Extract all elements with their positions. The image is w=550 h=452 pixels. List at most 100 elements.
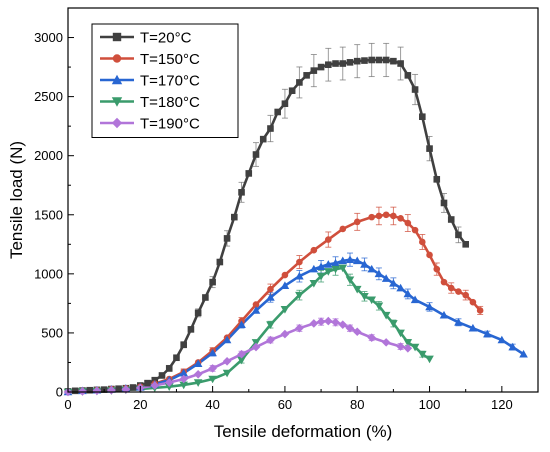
- data-point: [295, 271, 304, 280]
- axis-ticks: 0 20 40 60 80 100 120 0 500 1000 1500 2000 2500 3000: [34, 30, 513, 412]
- data-point: [280, 281, 290, 289]
- data-point: [324, 268, 333, 276]
- data-point: [455, 288, 462, 295]
- data-point: [179, 381, 188, 390]
- data-point: [266, 321, 275, 329]
- legend-label: T=150°C: [140, 51, 200, 68]
- data-point: [454, 317, 463, 326]
- data-point: [519, 349, 528, 358]
- x-tick-label: 80: [350, 397, 364, 412]
- data-point: [267, 125, 274, 132]
- data-point: [353, 57, 361, 65]
- data-point: [367, 296, 376, 305]
- data-point: [462, 291, 469, 299]
- series-markers: [63, 56, 528, 397]
- data-point: [469, 298, 477, 306]
- data-point: [345, 323, 355, 333]
- data-point: [309, 264, 319, 273]
- data-point: [390, 57, 397, 65]
- data-point: [345, 255, 355, 263]
- data-point: [208, 375, 217, 384]
- data-point: [324, 260, 333, 268]
- data-point: [111, 117, 123, 129]
- y-tick-label: 0: [56, 385, 63, 400]
- data-point: [266, 293, 275, 301]
- data-point: [158, 372, 166, 379]
- data-point: [403, 343, 413, 353]
- data-point: [280, 329, 290, 339]
- data-point: [251, 342, 261, 352]
- x-tick-label: 40: [205, 397, 219, 412]
- data-point: [223, 235, 231, 242]
- data-point: [193, 359, 203, 367]
- data-point: [410, 295, 420, 304]
- data-point: [419, 238, 426, 246]
- data-point: [222, 335, 232, 344]
- data-point: [483, 329, 492, 338]
- data-point: [325, 61, 332, 69]
- data-point: [403, 339, 413, 347]
- data-point: [296, 258, 303, 266]
- data-point: [418, 350, 427, 359]
- data-point: [280, 305, 290, 314]
- data-point: [288, 87, 296, 95]
- x-tick-label: 20: [133, 397, 147, 412]
- data-point: [374, 302, 384, 311]
- data-point: [425, 355, 434, 364]
- data-point: [447, 284, 455, 292]
- data-point: [193, 379, 203, 387]
- data-point: [295, 291, 304, 300]
- x-tick-label: 60: [278, 397, 292, 412]
- legend: T=20°C T=150°C T=170°C T=180°C T=190°C: [91, 23, 239, 138]
- data-point: [267, 285, 274, 293]
- data-point: [274, 108, 281, 116]
- data-point: [433, 176, 441, 183]
- data-point: [345, 276, 355, 285]
- data-point: [121, 385, 131, 394]
- data-point: [389, 278, 398, 287]
- data-point: [338, 320, 348, 329]
- data-point: [310, 67, 318, 74]
- data-point: [360, 260, 369, 268]
- data-point: [238, 189, 245, 196]
- data-point: [237, 320, 246, 328]
- data-point: [129, 384, 137, 391]
- data-point: [208, 348, 217, 357]
- data-point: [187, 326, 195, 333]
- legend-label: T=170°C: [140, 73, 200, 90]
- data-point: [352, 327, 362, 337]
- data-point: [309, 279, 319, 288]
- data-point: [462, 241, 469, 248]
- data-point: [296, 79, 303, 86]
- data-point: [179, 374, 188, 384]
- data-point: [411, 86, 419, 93]
- data-point: [440, 199, 448, 207]
- data-point: [303, 72, 310, 79]
- data-point: [164, 383, 174, 391]
- data-point: [410, 343, 420, 352]
- x-tick-label: 100: [419, 397, 441, 412]
- y-tick-label: 500: [41, 325, 63, 340]
- data-point: [396, 342, 405, 351]
- data-point: [368, 213, 375, 221]
- data-point: [346, 59, 354, 66]
- data-point: [173, 354, 180, 362]
- data-point: [389, 320, 398, 328]
- data-point: [426, 251, 433, 259]
- data-point: [367, 333, 376, 342]
- legend-item: T=150°C: [100, 51, 200, 68]
- data-point: [468, 323, 478, 332]
- data-point: [425, 302, 434, 311]
- data-point: [367, 264, 376, 273]
- data-point: [281, 100, 289, 108]
- data-point: [216, 258, 224, 266]
- data-point: [331, 258, 340, 267]
- data-point: [411, 226, 419, 234]
- data-point: [208, 364, 217, 373]
- data-point: [222, 369, 232, 378]
- data-point: [324, 316, 333, 326]
- data-point: [259, 135, 267, 143]
- data-point: [281, 271, 289, 279]
